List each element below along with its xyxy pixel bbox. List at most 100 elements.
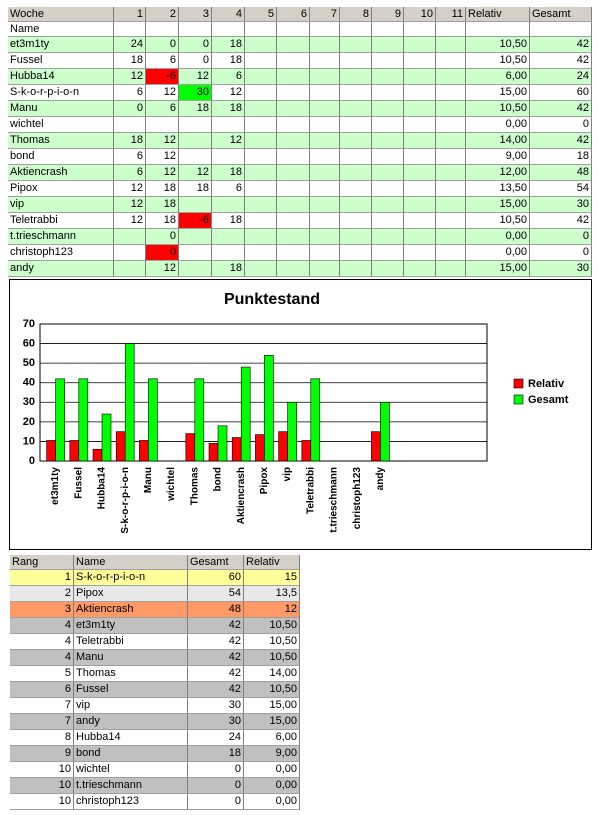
x-tick-label: wichtel (166, 467, 177, 502)
chart-title: Punktestand (224, 291, 320, 308)
bar (101, 413, 112, 462)
table-cell: 0 (179, 53, 212, 69)
table-cell: 42 (188, 650, 244, 666)
table-cell (179, 245, 212, 261)
table-cell (404, 101, 436, 117)
table-cell: 18 (146, 197, 179, 213)
table-cell: 0,00 (244, 794, 300, 810)
table-cell: 12 (212, 85, 245, 101)
table-cell (436, 261, 466, 277)
table-cell: Relativ (466, 7, 530, 22)
table-cell: 18 (212, 37, 245, 53)
table-cell: S-k-o-r-p-i-o-n (74, 570, 188, 586)
table-cell: 42 (188, 682, 244, 698)
table-cell (245, 197, 277, 213)
table-cell: 0,00 (466, 245, 530, 261)
table-cell: 15,00 (466, 197, 530, 213)
bar (217, 425, 228, 462)
table-cell: 30 (188, 698, 244, 714)
table-cell (277, 229, 310, 245)
table-cell (245, 53, 277, 69)
table-cell (436, 229, 466, 245)
table-cell (340, 213, 372, 229)
x-tick-label: christoph123 (352, 467, 363, 530)
table-cell (277, 117, 310, 133)
table-cell (372, 261, 404, 277)
table-cell: 12 (179, 69, 212, 85)
table-cell (372, 37, 404, 53)
table-cell: wichtel (74, 762, 188, 778)
table-cell (372, 149, 404, 165)
table-cell (277, 213, 310, 229)
table-cell (245, 69, 277, 85)
table-cell: Manu (8, 101, 114, 117)
table-cell (372, 165, 404, 181)
table-cell: 5 (245, 7, 277, 22)
table-cell: 4 (10, 634, 74, 650)
bar (380, 401, 390, 462)
table-cell: 1 (10, 570, 74, 586)
bar (310, 378, 321, 462)
bar (371, 431, 381, 462)
table-cell: 7 (10, 714, 74, 730)
table-cell (245, 245, 277, 261)
table-cell: t.trieschmann (8, 229, 114, 245)
table-cell: 10,50 (466, 101, 530, 117)
table-cell (277, 261, 310, 277)
bar (92, 448, 103, 462)
legend-swatch (513, 378, 524, 389)
bar (287, 401, 297, 462)
table-cell: S-k-o-r-p-i-o-n (8, 85, 114, 101)
x-tick-label: Hubba14 (97, 467, 108, 510)
table-cell (404, 117, 436, 133)
table-cell: 18 (179, 181, 212, 197)
table-cell (340, 117, 372, 133)
table-cell (146, 117, 179, 133)
table-cell (277, 53, 310, 69)
table-cell: 0,00 (466, 229, 530, 245)
table-cell: 3 (179, 7, 212, 22)
table-cell (114, 245, 146, 261)
table-cell: 4 (10, 618, 74, 634)
table-cell (310, 149, 340, 165)
table-cell: Teletrabbi (8, 213, 114, 229)
table-cell: 1 (114, 7, 146, 22)
table-cell (404, 133, 436, 149)
table-cell (277, 149, 310, 165)
table-cell (277, 37, 310, 53)
table-cell (372, 101, 404, 117)
table-cell (436, 69, 466, 85)
table-cell: -6 (179, 213, 212, 229)
table-cell (340, 149, 372, 165)
table-cell (277, 101, 310, 117)
table-cell: bond (74, 746, 188, 762)
table-cell: 42 (530, 53, 592, 69)
table-cell: christoph123 (74, 794, 188, 810)
table-cell: 0,00 (244, 778, 300, 794)
table-cell (530, 22, 592, 37)
table-cell (245, 22, 277, 37)
table-cell: 6 (10, 682, 74, 698)
table-cell (277, 165, 310, 181)
table-cell: 0 (188, 794, 244, 810)
x-tick-label: S-k-o-r-p-i-o-n (120, 467, 131, 534)
table-cell: 6 (114, 165, 146, 181)
table-cell: 10,50 (244, 634, 300, 650)
table-cell (245, 85, 277, 101)
table-cell (310, 117, 340, 133)
table-cell (436, 181, 466, 197)
table-cell (245, 165, 277, 181)
table-cell: 12 (212, 133, 245, 149)
table-cell (340, 229, 372, 245)
table-cell: 0 (188, 778, 244, 794)
table-cell: 10 (10, 778, 74, 794)
table-cell (340, 37, 372, 53)
table-cell: Rang (10, 555, 74, 570)
table-cell: 13,50 (466, 181, 530, 197)
y-tick-label: 0 (29, 455, 35, 467)
table-cell: 48 (188, 602, 244, 618)
table-cell: 12,00 (466, 165, 530, 181)
table-cell (340, 101, 372, 117)
table-cell: 12 (114, 197, 146, 213)
table-cell: 5 (10, 666, 74, 682)
